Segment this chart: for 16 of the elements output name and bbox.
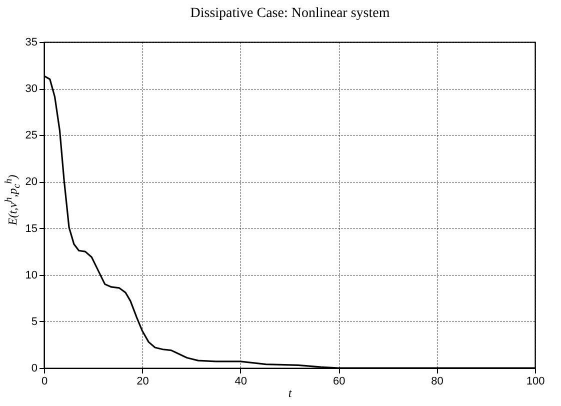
y-tick-label: 0 xyxy=(31,362,38,374)
x-axis-title: t xyxy=(287,386,293,401)
y-tick-label: 20 xyxy=(25,176,38,188)
x-tick-label: 100 xyxy=(526,376,545,388)
x-tick-label: 60 xyxy=(332,376,346,388)
y-tick-label: 30 xyxy=(25,83,38,96)
y-tick-label: 15 xyxy=(25,222,38,235)
y-tick-label: 5 xyxy=(31,316,38,328)
y-tick-label: 10 xyxy=(25,269,38,282)
x-tick-label: 0 xyxy=(41,376,48,388)
y-tick-label: 25 xyxy=(25,130,38,142)
x-tick-label: 80 xyxy=(431,376,444,388)
x-tick-label: 20 xyxy=(136,376,149,388)
x-tick-label: 40 xyxy=(234,376,248,388)
chart-title: Dissipative Case: Nonlinear system xyxy=(189,6,391,22)
y-tick-label: 35 xyxy=(25,36,38,48)
